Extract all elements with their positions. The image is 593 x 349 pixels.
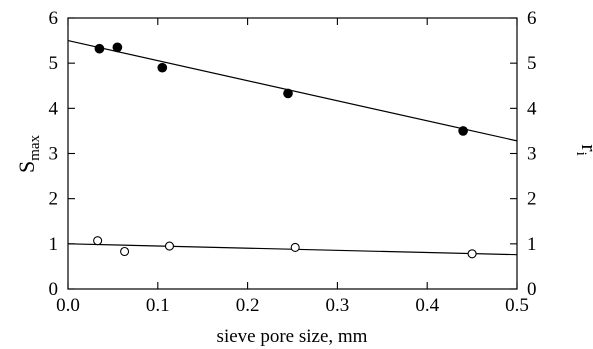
y-axis-left-title: Smax — [14, 134, 43, 173]
y-axis-right-title-main: r — [577, 144, 593, 152]
y-left-tick-label: 0 — [49, 279, 59, 300]
y-axis-left-title-main: S — [14, 161, 39, 173]
svg-text:ri: ri — [573, 144, 593, 156]
fit-lines-layer — [67, 39, 518, 256]
y-axis-left-title-sub: max — [27, 134, 43, 160]
y-right-tick-label: 4 — [527, 98, 537, 119]
x-axis-title: sieve pore size, mm — [217, 326, 368, 347]
filled-circle-point — [94, 43, 105, 54]
y-left-tick-label: 6 — [49, 8, 59, 29]
x-tick-label: 0.4 — [415, 295, 439, 316]
svg-text:Smax: Smax — [14, 134, 43, 173]
y-left-tick-label: 2 — [49, 189, 59, 210]
y-left-tick-label: 1 — [49, 234, 59, 255]
y-right-tick-label: 3 — [527, 144, 537, 165]
filled-circle-point — [157, 62, 168, 73]
y-right-tick-label: 6 — [527, 8, 537, 29]
y-right-tick-label: 5 — [527, 53, 537, 74]
y-left-tick-label: 3 — [49, 144, 59, 165]
x-tick-label: 0.5 — [505, 295, 529, 316]
y-left-tick-label: 5 — [49, 53, 59, 74]
y-right-tick-label: 2 — [527, 189, 537, 210]
y-left-tick-label: 4 — [49, 98, 59, 119]
open-circle-point — [467, 249, 477, 259]
fit-line-series-1 — [67, 39, 518, 142]
y-right-tick-label: 1 — [527, 234, 537, 255]
x-tick-label: 0.2 — [236, 295, 260, 316]
x-tick-label: 0.0 — [56, 295, 80, 316]
y-right-tick-label: 0 — [527, 279, 537, 300]
filled-circle-point — [283, 88, 293, 99]
points-layer — [93, 42, 477, 259]
open-circle-point — [120, 246, 130, 257]
y-axis-right-title-sub: i — [573, 152, 589, 156]
x-tick-label: 0.3 — [326, 295, 350, 316]
y-axis-right-title: ri — [573, 144, 593, 156]
filled-circle-point — [458, 126, 468, 136]
open-circle-point — [93, 236, 103, 246]
filled-circle-point — [112, 42, 123, 53]
x-tick-label: 0.1 — [146, 295, 170, 316]
open-circle-point — [164, 241, 175, 251]
open-circle-point — [290, 242, 300, 252]
